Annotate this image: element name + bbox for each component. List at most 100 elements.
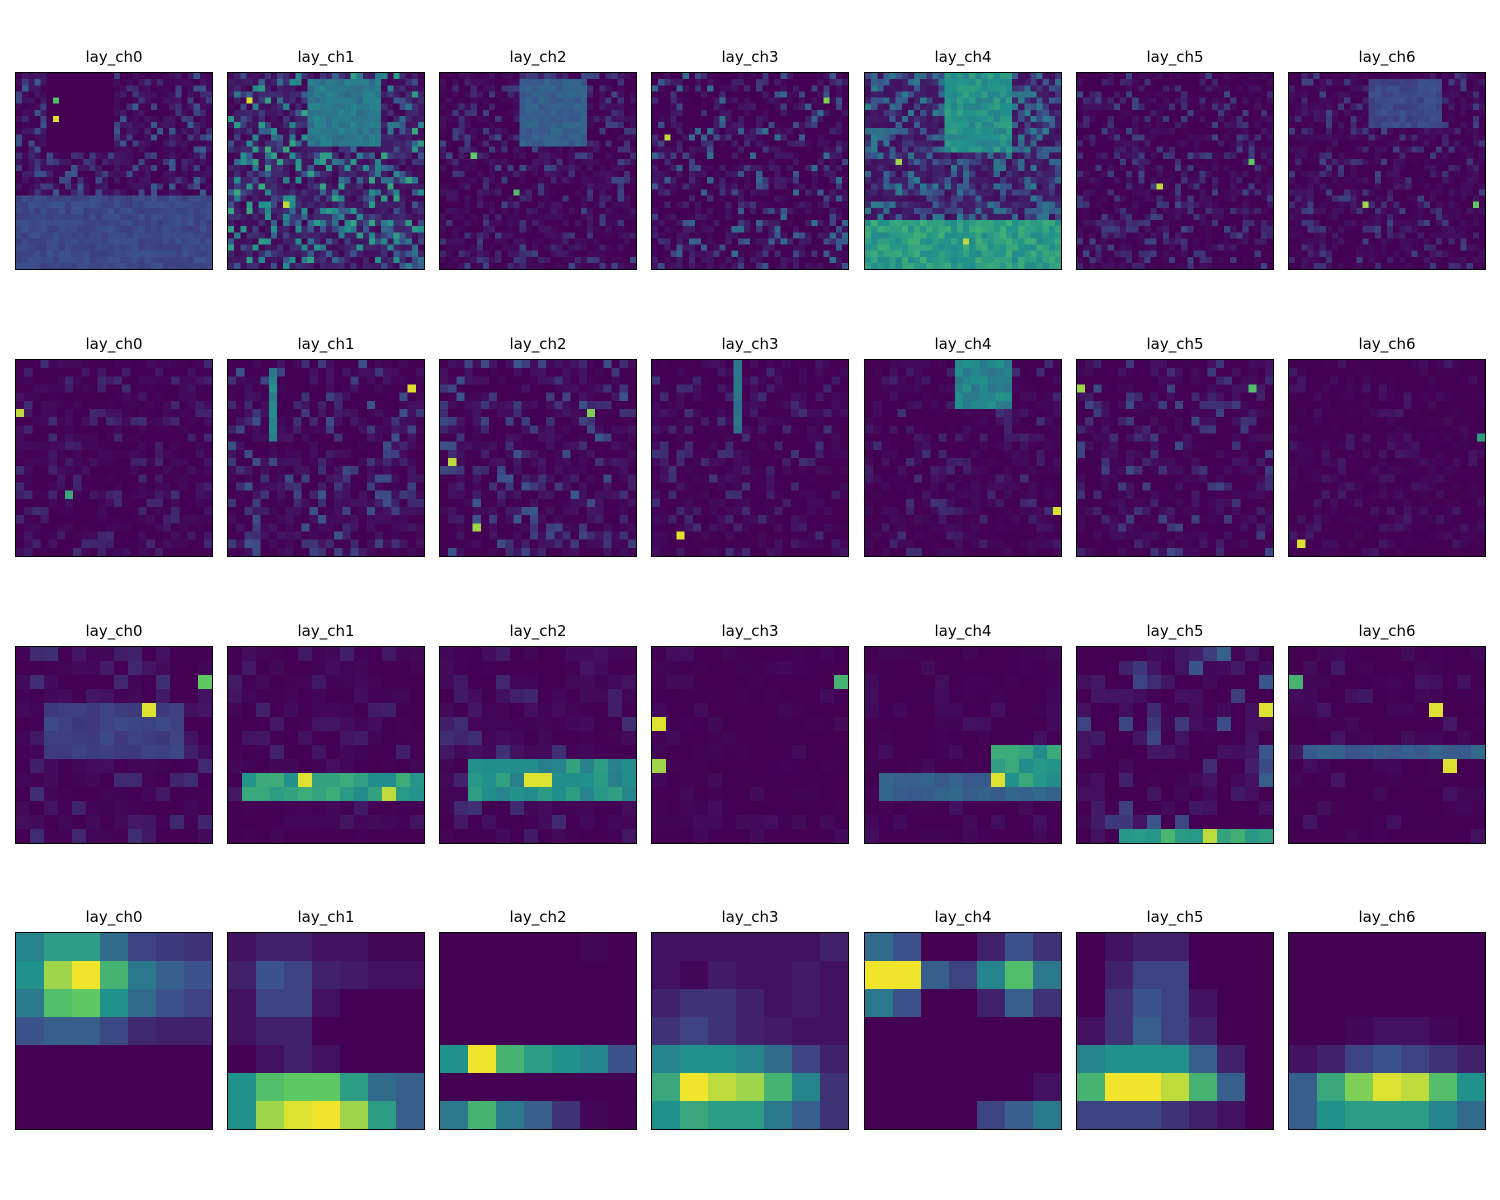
heatmap-cell (871, 73, 878, 80)
heatmap-cell (525, 134, 532, 141)
heatmap-cell (199, 128, 206, 135)
heatmap-cell (963, 201, 970, 208)
heatmap-cell (489, 238, 496, 245)
heatmap-cell (786, 79, 793, 86)
heatmap-cell (144, 140, 151, 147)
heatmap-cell (623, 256, 630, 263)
heatmap-cell (446, 146, 453, 153)
heatmap-cell (513, 85, 520, 92)
heatmap-cell (713, 201, 720, 208)
heatmap-cell (817, 189, 824, 196)
heatmap-cell (877, 146, 884, 153)
heatmap-cell (46, 244, 53, 251)
heatmap-cell (338, 164, 345, 172)
heatmap-cell (731, 91, 738, 98)
heatmap-cell (599, 213, 606, 221)
heatmap-cell (750, 152, 757, 159)
heatmap-cell (956, 128, 964, 135)
heatmap-cell (181, 171, 188, 178)
heatmap-cell (1036, 164, 1043, 172)
heatmap-cell (865, 220, 872, 227)
heatmap-cell (270, 189, 278, 196)
heatmap-cell (944, 146, 951, 153)
heatmap-cell (344, 152, 351, 159)
heatmap-cell (719, 207, 726, 214)
heatmap-cell (71, 195, 78, 202)
heatmap-cell (841, 189, 848, 196)
heatmap-cell (95, 226, 102, 233)
heatmap-cell (780, 115, 787, 123)
heatmap-cell (731, 262, 738, 269)
heatmap-cell (362, 134, 369, 141)
heatmap-cell (574, 220, 581, 227)
heatmap-cell (362, 122, 369, 129)
heatmap-cell (476, 97, 483, 104)
heatmap-cell (440, 250, 447, 257)
heatmap-cell (452, 195, 459, 202)
heatmap-cell (156, 134, 164, 141)
heatmap-cell (664, 189, 671, 196)
heatmap-cell (83, 128, 90, 135)
heatmap-cell (1042, 103, 1049, 110)
heatmap-cell (762, 146, 769, 153)
heatmap-cell (805, 79, 812, 86)
heatmap-cell (707, 91, 714, 98)
heatmap-cell (1005, 97, 1013, 104)
heatmap-cell (544, 122, 551, 129)
heatmap-cell (387, 79, 394, 86)
heatmap-cell (811, 244, 818, 251)
heatmap-cell (234, 85, 241, 92)
heatmap-cell (399, 177, 406, 184)
heatmap-cell (756, 256, 763, 263)
heatmap-cell (676, 183, 683, 190)
heatmap-cell (163, 115, 170, 123)
heatmap-cell (731, 232, 738, 239)
heatmap-cell (234, 115, 241, 123)
heatmap-cell (338, 244, 345, 251)
heatmap-cell (452, 201, 459, 208)
heatmap-cell (768, 195, 775, 202)
heatmap-cell (713, 177, 720, 184)
heatmap-cell (440, 152, 447, 159)
heatmap-cell (52, 177, 59, 184)
heatmap-cell (713, 103, 720, 110)
heatmap-cell (562, 146, 569, 153)
heatmap-cell (283, 207, 290, 214)
heatmap-cell (495, 103, 502, 110)
heatmap-cell (877, 97, 884, 104)
heatmap-cell (58, 201, 66, 208)
heatmap-cell (932, 79, 939, 86)
heatmap-cell (132, 164, 139, 172)
heatmap-cell (234, 128, 241, 135)
heatmap-cell (932, 226, 939, 233)
heatmap-cell (623, 140, 630, 147)
heatmap-cell (187, 115, 194, 123)
heatmap-cell (187, 189, 194, 196)
heatmap-cell (252, 146, 259, 153)
heatmap-cell (205, 164, 212, 172)
heatmap-cell (40, 152, 47, 159)
heatmap-cell (65, 109, 72, 116)
heatmap-cell (562, 115, 569, 123)
heatmap-cell (701, 164, 708, 172)
heatmap-cell (307, 91, 314, 98)
heatmap-cell (1048, 91, 1055, 98)
heatmap-cell (574, 73, 581, 80)
heatmap-cell (750, 134, 757, 141)
heatmap-cell (46, 201, 53, 208)
heatmap-cell (525, 262, 532, 269)
heatmap-cell (664, 152, 671, 159)
heatmap-cell (568, 213, 575, 221)
heatmap-cell (938, 103, 945, 110)
heatmap-cell (77, 220, 84, 227)
heatmap-cell (907, 195, 915, 202)
heatmap-cell (617, 152, 624, 159)
heatmap-cell (393, 122, 400, 129)
heatmap-cell (270, 122, 278, 129)
heatmap-cell (89, 244, 96, 251)
heatmap-cell (458, 152, 465, 159)
heatmap-cell (1036, 85, 1043, 92)
heatmap-cell (399, 256, 406, 263)
heatmap-cell (889, 189, 896, 196)
heatmap-cell (16, 158, 23, 165)
